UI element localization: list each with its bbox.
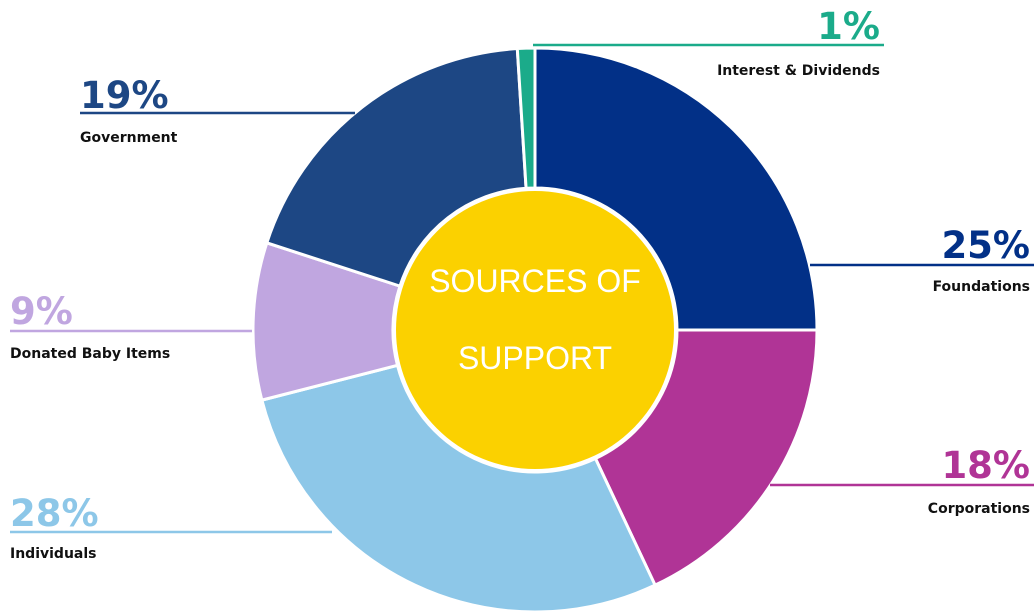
slice-individuals — [260, 363, 658, 613]
category-label-individuals: Individuals — [10, 546, 97, 562]
value-label-foundations: 25% — [941, 224, 1030, 267]
value-label-donated-baby-items: 9% — [10, 290, 73, 333]
center-label-line-2: SUPPORT — [458, 340, 612, 376]
slice-interest-dividends — [515, 46, 537, 190]
value-label-interest-dividends: 1% — [817, 5, 880, 48]
category-label-interest-dividends: Interest & Dividends — [717, 63, 880, 79]
center-circle — [396, 191, 674, 469]
value-label-corporations: 18% — [941, 444, 1030, 487]
category-label-corporations: Corporations — [928, 501, 1030, 517]
center-label-line-1: SOURCES OF — [429, 263, 641, 299]
slice-foundations — [533, 46, 819, 332]
category-label-donated-baby-items: Donated Baby Items — [10, 346, 170, 362]
slice-corporations — [593, 328, 819, 588]
category-label-foundations: Foundations — [933, 279, 1030, 295]
value-label-government: 19% — [80, 74, 169, 117]
slice-government — [264, 46, 528, 289]
category-label-government: Government — [80, 130, 178, 146]
value-label-individuals: 28% — [10, 492, 99, 535]
donut-slices — [251, 46, 819, 613]
